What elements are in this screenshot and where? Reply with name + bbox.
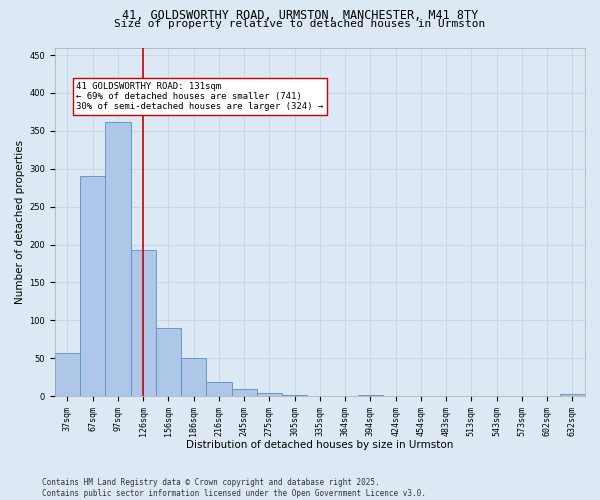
Bar <box>156 328 181 396</box>
Bar <box>55 353 80 396</box>
X-axis label: Distribution of detached houses by size in Urmston: Distribution of detached houses by size … <box>186 440 454 450</box>
Bar <box>105 122 131 396</box>
Text: Contains HM Land Registry data © Crown copyright and database right 2025.
Contai: Contains HM Land Registry data © Crown c… <box>42 478 426 498</box>
Text: Size of property relative to detached houses in Urmston: Size of property relative to detached ho… <box>115 19 485 29</box>
Text: 41 GOLDSWORTHY ROAD: 131sqm
← 69% of detached houses are smaller (741)
30% of se: 41 GOLDSWORTHY ROAD: 131sqm ← 69% of det… <box>76 82 323 112</box>
Text: 41, GOLDSWORTHY ROAD, URMSTON, MANCHESTER, M41 8TY: 41, GOLDSWORTHY ROAD, URMSTON, MANCHESTE… <box>122 9 478 22</box>
Y-axis label: Number of detached properties: Number of detached properties <box>15 140 25 304</box>
Bar <box>232 390 257 396</box>
Bar <box>560 394 585 396</box>
Bar <box>181 358 206 396</box>
Bar <box>257 393 282 396</box>
Bar <box>80 176 105 396</box>
Bar <box>358 394 383 396</box>
Bar <box>131 250 156 396</box>
Bar <box>206 382 232 396</box>
